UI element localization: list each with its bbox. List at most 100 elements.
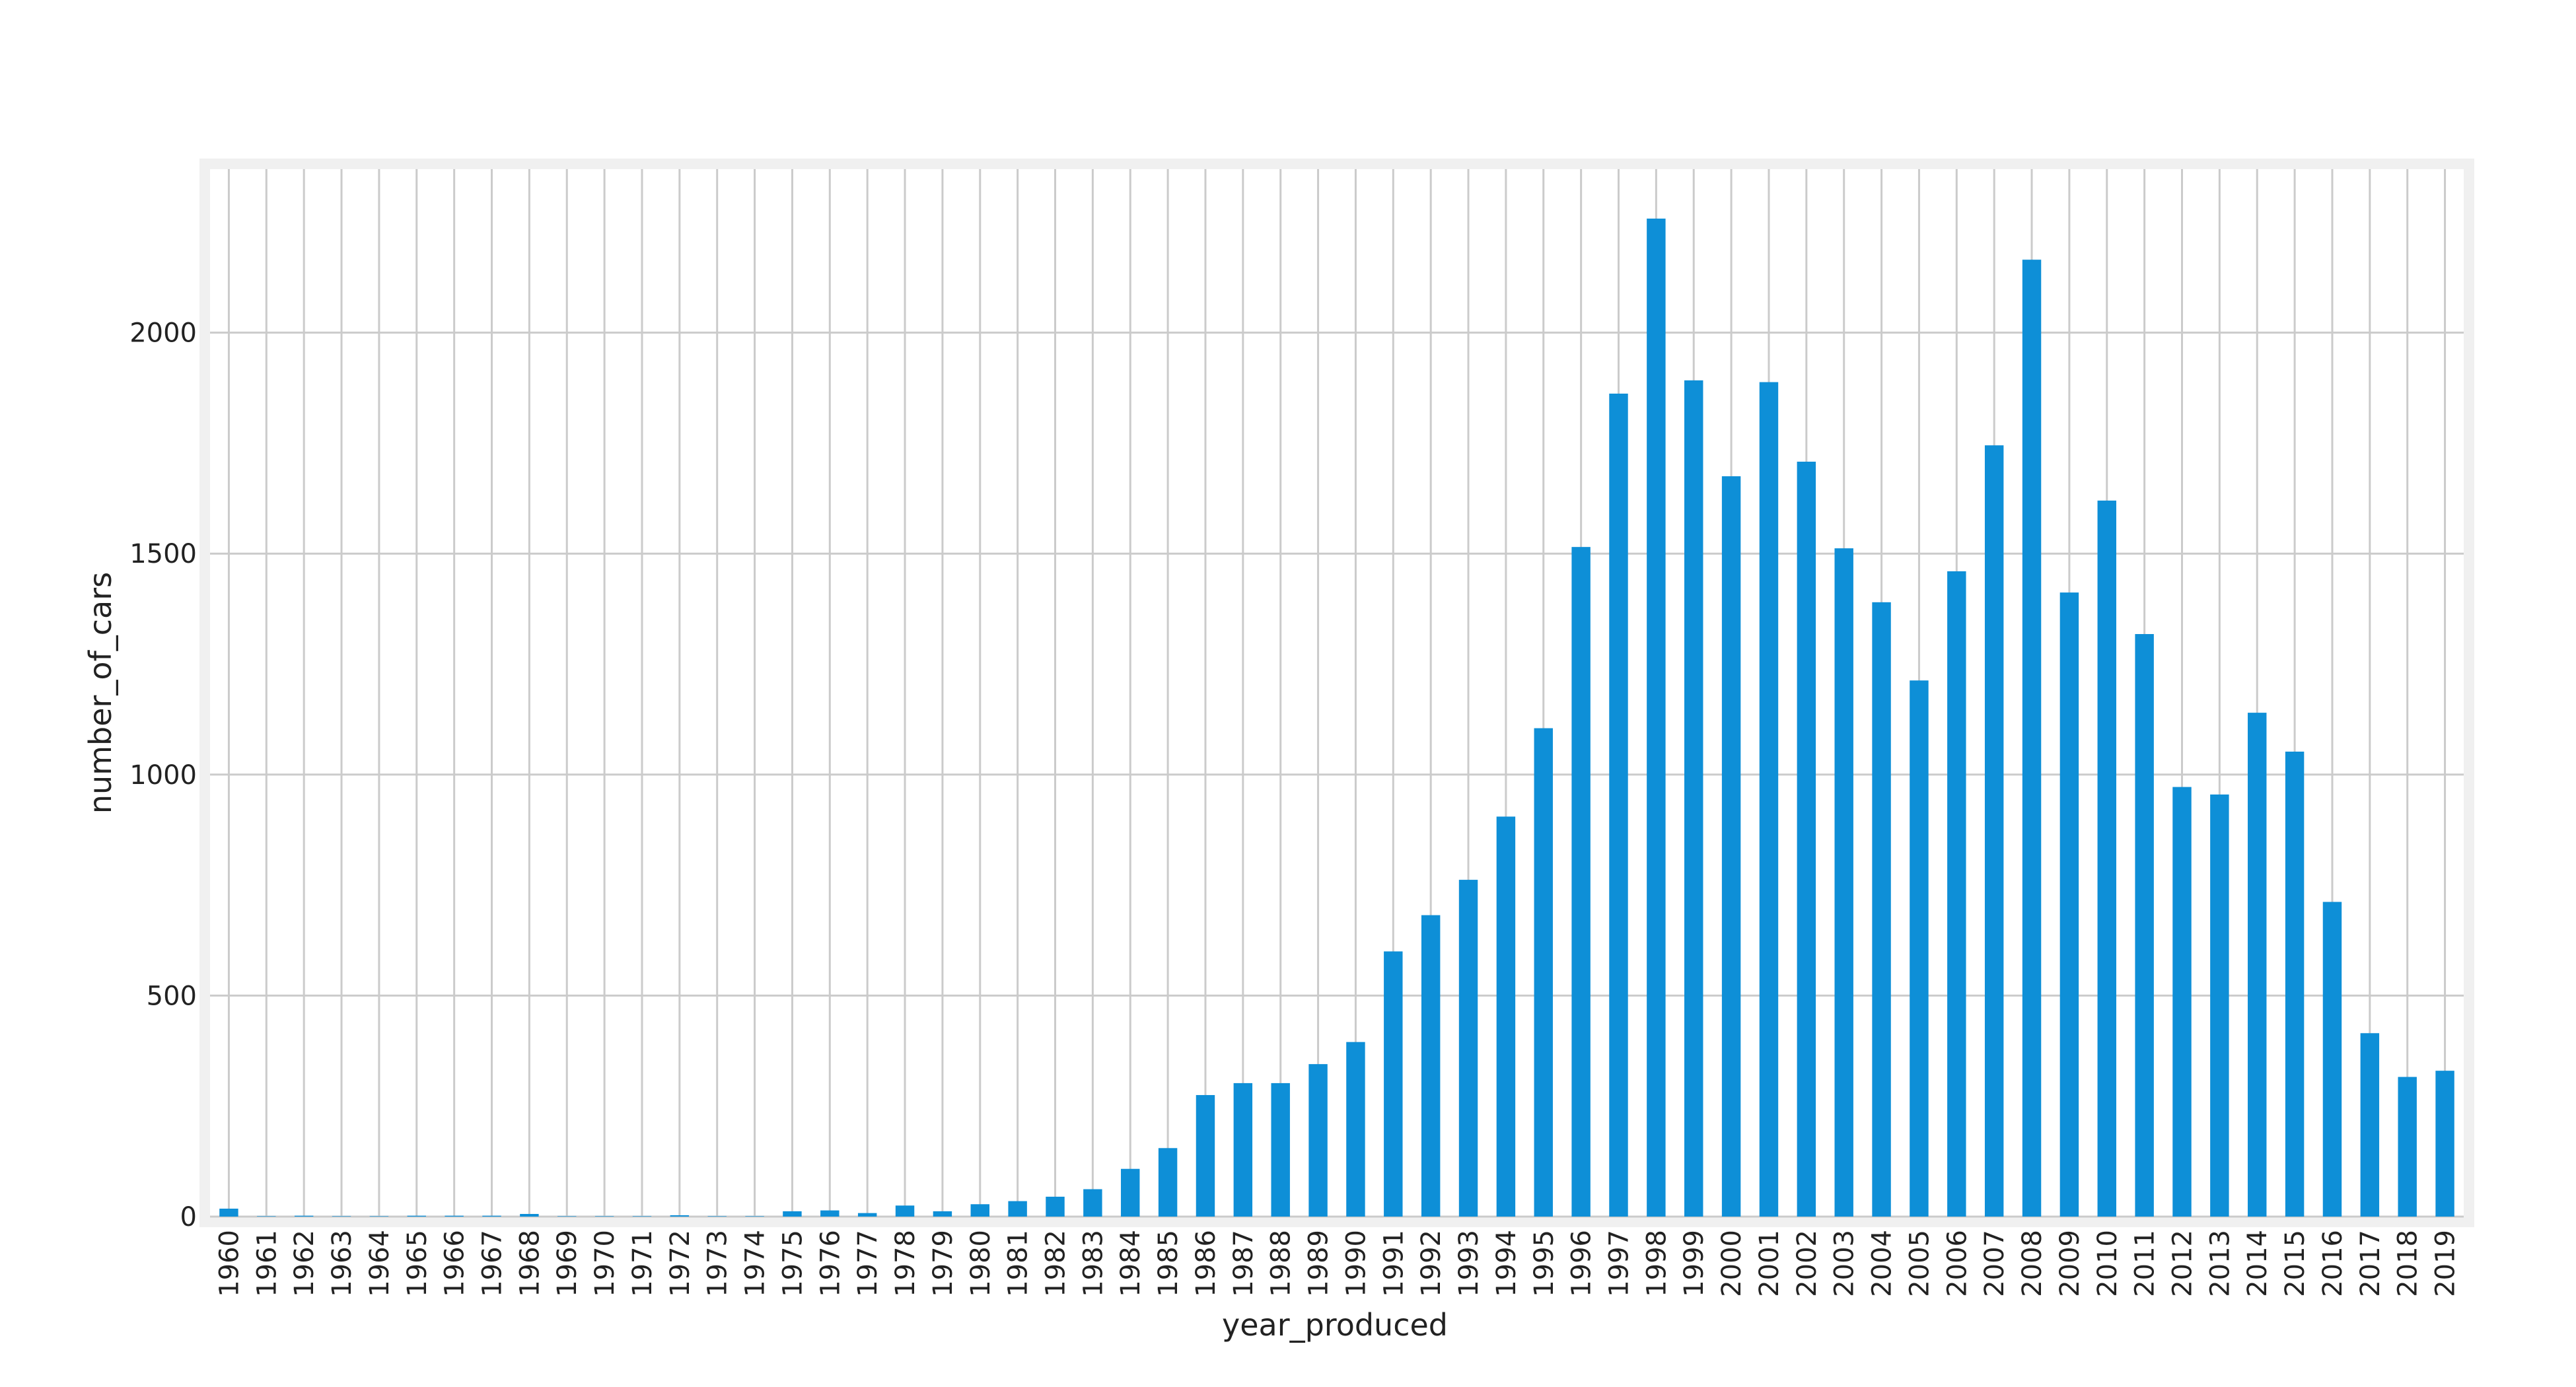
bar-1997 [1609, 393, 1628, 1217]
x-tick-label: 2013 [2205, 1230, 2235, 1297]
grid [210, 169, 2464, 1218]
x-tick-label: 1961 [252, 1230, 282, 1297]
bar-1981 [1008, 1201, 1027, 1217]
bar-2002 [1797, 462, 1816, 1217]
x-tick-label: 1984 [1116, 1230, 1146, 1297]
x-tick-label: 1980 [966, 1230, 996, 1297]
x-tick-label: 2010 [2093, 1230, 2123, 1297]
bar-1979 [933, 1211, 952, 1217]
bar-1983 [1083, 1189, 1102, 1217]
bar-2016 [2322, 902, 2342, 1217]
x-tick-label: 1971 [627, 1230, 658, 1297]
y-tick-labels: 0 500 1000 1500 2000 [129, 318, 197, 1232]
bar-1962 [294, 1215, 314, 1217]
bar-1990 [1346, 1042, 1365, 1217]
bar-1994 [1496, 816, 1516, 1217]
x-tick-label: 2001 [1754, 1230, 1785, 1297]
x-tick-label: 2018 [2393, 1230, 2423, 1297]
x-tick-label: 1975 [777, 1230, 808, 1297]
bar-2004 [1872, 602, 1891, 1217]
x-tick-label: 1989 [1304, 1230, 1334, 1297]
x-tick-label: 1969 [552, 1230, 583, 1297]
x-tick-label: 1972 [665, 1230, 696, 1297]
x-tick-label: 2003 [1830, 1230, 1860, 1297]
y-axis-title: number_of_cars [83, 572, 118, 814]
bar-2010 [2097, 500, 2116, 1217]
x-tick-label: 2002 [1792, 1230, 1822, 1297]
x-tick-label: 2017 [2355, 1230, 2386, 1297]
bar-2006 [1947, 571, 1966, 1217]
x-tick-label: 1977 [853, 1230, 883, 1297]
bar-1976 [820, 1210, 840, 1217]
x-tick-label: 1966 [440, 1230, 470, 1297]
bar-1984 [1121, 1168, 1140, 1217]
x-tick-label: 1995 [1529, 1230, 1559, 1297]
bar-1973 [707, 1216, 727, 1217]
bar-2009 [2059, 592, 2079, 1217]
bar-1963 [332, 1216, 351, 1217]
bar-1986 [1196, 1094, 1215, 1217]
bar-1967 [482, 1215, 501, 1217]
bar-1969 [557, 1216, 577, 1217]
bar-2003 [1834, 548, 1853, 1217]
x-tick-label: 1982 [1041, 1230, 1071, 1297]
bar-1985 [1158, 1148, 1178, 1217]
bar-1980 [970, 1204, 989, 1217]
bar-2007 [1984, 445, 2004, 1217]
bar-1975 [783, 1211, 802, 1217]
bar-2012 [2172, 787, 2192, 1217]
x-tick-label: 1992 [1416, 1230, 1447, 1297]
x-tick-labels: 1960 1961 1962 1963 1964 1965 1966 1967 1968 1969… [214, 1230, 2460, 1297]
bar-2005 [1910, 680, 1929, 1217]
x-tick-label: 1968 [515, 1230, 545, 1297]
x-tick-label: 1993 [1454, 1230, 1484, 1297]
x-tick-label: 1962 [289, 1230, 320, 1297]
bar-1993 [1458, 880, 1478, 1217]
bar-1966 [445, 1215, 464, 1217]
bars [219, 218, 2454, 1217]
bar-1998 [1647, 218, 1666, 1217]
x-tick-label: 1960 [214, 1230, 244, 1297]
x-tick-label: 1986 [1191, 1230, 1221, 1297]
bar-1970 [594, 1216, 614, 1217]
x-tick-label: 1973 [703, 1230, 733, 1297]
x-tick-label: 1970 [590, 1230, 620, 1297]
bar-1961 [257, 1216, 276, 1217]
x-tick-label: 1978 [890, 1230, 921, 1297]
x-tick-label: 2014 [2242, 1230, 2273, 1297]
bar-1974 [745, 1216, 764, 1217]
x-tick-label: 2007 [1980, 1230, 2010, 1297]
bar-1991 [1384, 951, 1403, 1217]
x-tick-label: 2011 [2130, 1230, 2161, 1297]
bar-1964 [369, 1216, 389, 1217]
x-tick-label: 1988 [1266, 1230, 1297, 1297]
x-tick-label: 1967 [478, 1230, 508, 1297]
x-tick-label: 1963 [327, 1230, 357, 1297]
y-tick-label: 1000 [129, 760, 197, 791]
x-tick-label: 1979 [928, 1230, 958, 1297]
x-tick-label: 1985 [1153, 1230, 1184, 1297]
bar-1968 [520, 1213, 539, 1217]
bar-1996 [1571, 547, 1591, 1217]
y-tick-label: 500 [147, 981, 197, 1011]
bar-1992 [1421, 915, 1441, 1217]
bar-1971 [632, 1216, 652, 1217]
bar-2018 [2398, 1077, 2417, 1217]
bar-2015 [2285, 752, 2305, 1217]
x-tick-label: 2008 [2017, 1230, 2048, 1297]
x-tick-label: 2005 [1904, 1230, 1935, 1297]
x-tick-label: 1997 [1604, 1230, 1635, 1297]
y-tick-label: 1500 [129, 539, 197, 569]
bar-2001 [1759, 382, 1779, 1217]
bar-1987 [1233, 1083, 1253, 1217]
x-tick-label: 1981 [1003, 1230, 1034, 1297]
x-axis-title: year_produced [1222, 1307, 1448, 1343]
bar-2000 [1721, 476, 1741, 1217]
x-tick-label: 1976 [815, 1230, 845, 1297]
x-tick-label: 2006 [1942, 1230, 1972, 1297]
bar-1999 [1684, 380, 1703, 1217]
bar-2011 [2135, 633, 2154, 1217]
x-tick-label: 1994 [1491, 1230, 1522, 1297]
bar-1988 [1271, 1083, 1290, 1217]
